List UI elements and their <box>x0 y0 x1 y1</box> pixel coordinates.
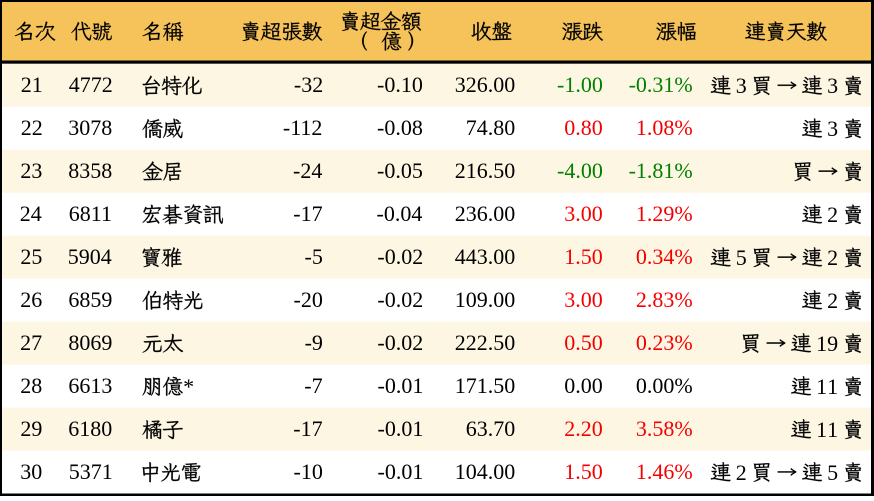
svg-text:171.50: 171.50 <box>455 373 516 398</box>
svg-text:29: 29 <box>20 416 42 441</box>
svg-text:3.00: 3.00 <box>564 287 603 312</box>
svg-text:2: 2 <box>827 245 838 270</box>
svg-text:2: 2 <box>827 202 838 227</box>
svg-text:5: 5 <box>827 460 838 485</box>
svg-text:-0.02: -0.02 <box>377 287 423 312</box>
svg-text:-1.00: -1.00 <box>557 72 603 97</box>
svg-text:21: 21 <box>21 72 43 97</box>
svg-text:-0.01: -0.01 <box>378 416 424 441</box>
svg-text:74.80: 74.80 <box>466 115 516 140</box>
svg-text:5: 5 <box>736 245 747 270</box>
svg-text:0.00: 0.00 <box>564 373 603 398</box>
svg-text:3.58%: 3.58% <box>636 416 693 441</box>
svg-text:9: 9 <box>827 331 838 356</box>
svg-text:2: 2 <box>736 460 747 485</box>
svg-text:8069: 8069 <box>68 330 112 355</box>
svg-text:3: 3 <box>827 116 838 141</box>
svg-text:-0.05: -0.05 <box>377 158 423 183</box>
svg-text:63.70: 63.70 <box>466 416 516 441</box>
svg-text:2.20: 2.20 <box>564 416 603 441</box>
svg-text:1: 1 <box>816 331 827 356</box>
svg-text:443.00: 443.00 <box>455 244 516 269</box>
svg-text:6180: 6180 <box>68 416 112 441</box>
svg-text:3078: 3078 <box>68 115 112 140</box>
svg-text:222.50: 222.50 <box>455 330 516 355</box>
svg-text:-17: -17 <box>293 201 322 226</box>
svg-text:0.00%: 0.00% <box>636 373 693 398</box>
svg-text:27: 27 <box>20 330 42 355</box>
svg-text:1: 1 <box>816 417 827 442</box>
svg-text:3: 3 <box>827 73 838 98</box>
svg-text:-10: -10 <box>294 459 323 484</box>
svg-text:*: * <box>183 374 194 399</box>
svg-text:28: 28 <box>20 373 42 398</box>
svg-text:25: 25 <box>20 244 42 269</box>
svg-text:-112: -112 <box>283 115 323 140</box>
svg-text:326.00: 326.00 <box>455 72 516 97</box>
svg-text:-20: -20 <box>294 287 323 312</box>
svg-text:-32: -32 <box>294 72 323 97</box>
svg-text:23: 23 <box>20 158 42 183</box>
svg-text:104.00: 104.00 <box>455 459 516 484</box>
svg-text:-5: -5 <box>305 244 323 269</box>
svg-text:3.00: 3.00 <box>564 201 603 226</box>
svg-text:26: 26 <box>20 287 42 312</box>
svg-text:0.50: 0.50 <box>564 330 603 355</box>
svg-text:-7: -7 <box>304 373 322 398</box>
svg-text:236.00: 236.00 <box>455 201 516 226</box>
svg-text:-0.01: -0.01 <box>378 373 424 398</box>
svg-text:1.50: 1.50 <box>564 244 603 269</box>
svg-text:5371: 5371 <box>69 459 113 484</box>
svg-text:8358: 8358 <box>68 158 112 183</box>
svg-text:0.80: 0.80 <box>564 115 603 140</box>
svg-text:1.46%: 1.46% <box>636 459 693 484</box>
svg-text:3: 3 <box>736 73 747 98</box>
svg-text:109.00: 109.00 <box>455 287 516 312</box>
svg-text:30: 30 <box>20 459 42 484</box>
svg-text:2: 2 <box>827 288 838 313</box>
svg-text:1: 1 <box>827 417 838 442</box>
svg-text:6859: 6859 <box>68 287 112 312</box>
svg-text:-0.04: -0.04 <box>377 201 423 226</box>
svg-text:4772: 4772 <box>69 72 113 97</box>
svg-text:0.23%: 0.23% <box>636 330 693 355</box>
svg-text:1: 1 <box>816 374 827 399</box>
svg-text:1.29%: 1.29% <box>636 201 693 226</box>
svg-text:216.50: 216.50 <box>455 158 516 183</box>
svg-text:-0.01: -0.01 <box>378 459 424 484</box>
svg-text:-17: -17 <box>293 416 322 441</box>
svg-text:-4.00: -4.00 <box>557 158 603 183</box>
svg-text:0.34%: 0.34% <box>636 244 693 269</box>
svg-text:-0.31%: -0.31% <box>629 72 693 97</box>
svg-text:-0.10: -0.10 <box>377 72 423 97</box>
svg-text:6811: 6811 <box>69 201 112 226</box>
svg-text:-0.02: -0.02 <box>377 330 423 355</box>
svg-text:5904: 5904 <box>68 244 112 269</box>
svg-text:-0.02: -0.02 <box>377 244 423 269</box>
svg-text:6613: 6613 <box>68 373 112 398</box>
svg-text:1: 1 <box>827 374 838 399</box>
svg-text:-0.08: -0.08 <box>377 115 423 140</box>
svg-text:-1.81%: -1.81% <box>629 158 693 183</box>
svg-text:-9: -9 <box>305 330 323 355</box>
svg-text:1.50: 1.50 <box>564 459 603 484</box>
svg-text:24: 24 <box>20 201 42 226</box>
svg-text:2.83%: 2.83% <box>636 287 693 312</box>
svg-text:22: 22 <box>21 115 43 140</box>
svg-text:-24: -24 <box>293 158 322 183</box>
svg-text:1.08%: 1.08% <box>636 115 693 140</box>
